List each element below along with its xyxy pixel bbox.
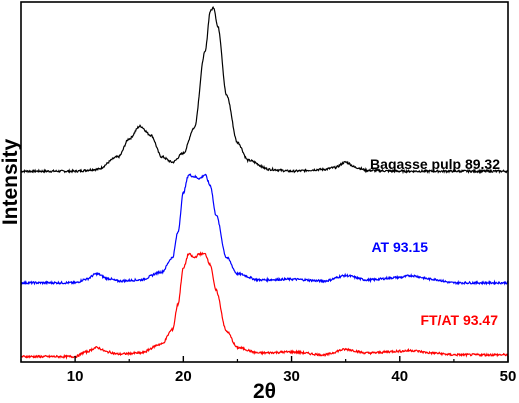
x-tick-label-10: 10 xyxy=(67,368,84,385)
series-line-1 xyxy=(20,173,509,286)
y-axis-title: Intensity xyxy=(0,139,22,226)
x-tick-label-40: 40 xyxy=(391,368,408,385)
x-tick-label-20: 20 xyxy=(175,368,192,385)
plot-frame xyxy=(20,1,509,363)
x-tick-label-50: 50 xyxy=(500,368,517,385)
series-label-2: FT/AT 93.47 xyxy=(420,312,498,328)
ticks-layer: 10 20 30 40 50 xyxy=(20,356,517,385)
series-line-2 xyxy=(20,251,509,360)
series-line-0 xyxy=(20,6,509,175)
series-labels: Bagasse pulp 89.32 AT 93.15 FT/AT 93.47 xyxy=(370,156,500,328)
x-axis-title: 2θ xyxy=(253,380,276,403)
series-label-0: Bagasse pulp 89.32 xyxy=(370,156,500,172)
series-label-1: AT 93.15 xyxy=(371,239,428,255)
series-layer xyxy=(20,6,509,360)
x-tick-label-30: 30 xyxy=(283,368,300,385)
